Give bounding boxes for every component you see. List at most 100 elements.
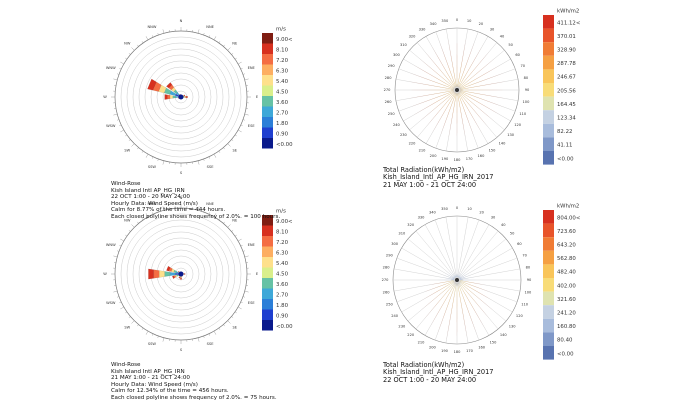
radiation-rose-2-angle-label: 110 [521,303,529,307]
radiation-rose-1-legend-swatch [543,96,554,111]
radiation-rose-2-petal [437,276,455,280]
radiation-rose-1-legend-label: 328.90 [557,48,576,54]
wind-rose-2-tick [218,327,221,330]
radiation-rose-2-angle-label: 170 [466,349,474,353]
wind-rose-1-tick [141,41,144,44]
radiation-rose-1-angle-label: 20 [479,22,484,26]
radiation-rose-1-angle-label: 50 [508,43,513,47]
wind-rose-2-tick [231,316,234,318]
wind-rose-2-ring [132,225,230,323]
radiation-rose-2-legend-swatch [543,264,554,278]
radiation-rose-1-angle-label: 180 [454,158,462,162]
radiation-rose-1-angle-label: 260 [385,100,393,104]
wind-rose-1-tick [218,41,221,44]
wind-rose-1-tick [234,134,237,137]
radiation-rose-2-angle-label: 20 [479,210,484,214]
radiation-rose-1-petal [459,81,508,90]
wind-rose-1-tick [119,68,122,70]
wind-rose-1-tick [244,78,249,81]
radiation-rose-2-angle-label: 130 [509,324,517,328]
wind-rose-1-petal [173,89,178,94]
wind-rose-1-title: Wind-Rose [111,181,141,187]
radiation-rose-1-petal [459,91,501,116]
radiation-rose-1-angle-label: 40 [500,34,505,38]
wind-rose-1-legend-label: 5.40 [276,79,289,85]
wind-rose-1-petal [186,95,188,99]
radiation-rose-2-angle-label: 260 [383,291,391,295]
radiation-rose-2-petal [457,282,478,335]
wind-rose-1-petal [169,90,177,96]
radiation-rose-2-angle-label: 200 [429,346,437,350]
wind-rose-2-tick [213,331,217,335]
wind-rose-1-tick [125,57,128,60]
radiation-rose-1-legend-label: 287.78 [557,61,576,67]
radiation-rose-1-petal [418,91,455,123]
radiation-rose-1-petal [425,92,456,129]
wind-rose-1-tick [203,158,205,161]
wind-rose-2-tick [113,255,118,258]
wind-rose-1-tick [131,143,135,147]
wind-rose-2-legend-swatch [262,225,273,236]
radiation-rose-2-legend-swatch [543,278,554,292]
radiation-rose-2-spoke-line [456,224,490,281]
radiation-rose-1-angle-label: 70 [520,64,525,68]
radiation-rose-1-angle-label: 90 [525,88,530,92]
radiation-rose-2-petal [449,271,456,278]
radiation-rose-1-petal [448,92,457,139]
radiation-rose-1-petal [407,90,455,99]
wind-rose-1-tick [117,119,120,121]
radiation-rose-2-petal [457,271,460,278]
wind-rose-2-tick [234,311,237,314]
wind-rose-2-legend-swatch [262,309,273,320]
wind-rose-2-tick [131,320,135,324]
wind-rose-2-location: Kish Island Intl AP_HG_IRN [111,368,185,375]
wind-rose-1-legend-label: 9.00< [276,37,293,43]
wind-rose-2-ring [144,237,218,311]
wind-rose-1-legend-swatch [262,127,273,138]
wind-rose-1-ring [150,66,212,128]
wind-rose-1-tick [238,129,242,133]
radiation-rose-2-spoke-line [456,219,480,281]
radiation-rose-2-legend-label: 241.20 [557,311,576,317]
wind-rose-1-tick [218,150,221,153]
wind-rose-2-tick [157,335,159,338]
radiation-rose-1-petal [423,50,456,88]
radiation-rose-1-angle-label: 290 [388,64,396,68]
wind-rose-2-tick [120,238,124,242]
wind-rose-2-direction-label: E [256,272,259,276]
wind-rose-2-direction-label: SE [232,326,237,330]
radiation-rose-1-angle-label: 60 [515,53,520,57]
radiation-rose-1-angle-label: 80 [524,76,529,80]
radiation-rose-1-angle-label: 280 [385,76,393,80]
radiation-rose-1-petal [458,44,484,88]
wind-rose-2-tick [141,218,144,221]
wind-rose-2-legend-label: 4.50 [276,271,289,277]
wind-rose-1-legend-swatch [262,85,273,96]
wind-rose-1-direction-label: ENE [248,66,256,70]
radiation-rose-1-legend-label: <0.00 [557,156,574,162]
wind-rose-2-legend-swatch [262,257,273,268]
wind-rose-2-tick [208,212,210,215]
wind-rose-1-tick [227,47,231,51]
wind-rose-2-petal [148,268,154,280]
radiation-rose-1-legend-label: 205.56 [557,88,576,94]
wind-rose-1-tick [137,44,139,47]
wind-rose-2-direction-label: SSW [148,342,157,346]
radiation-rose-2-legend-swatch [543,291,554,306]
radiation-rose-1-angle-label: 200 [430,154,438,158]
radiation-rose-2-petal [420,281,455,301]
wind-rose-2-tick [137,324,139,327]
wind-rose-1-tick [197,29,200,34]
wind-rose-1-legend-swatch [262,54,273,65]
radiation-rose-2-petal [455,272,457,278]
radiation-rose-2-legend-label: 482.40 [557,270,576,276]
radiation-rose-1-petal [459,90,505,108]
radiation-rose-2-petal [459,280,486,286]
wind-rose-2-legend-label: 5.40 [276,261,289,267]
radiation-rose-1-legend-swatch [543,123,554,138]
wind-rose-1-petal [167,94,171,100]
radiation-rose-1-angle-label: 340 [430,22,438,26]
wind-rose-2-legend-swatch [262,246,273,257]
radiation-rose-2-legend-label: 160.80 [557,324,576,330]
radiation-rose-1-legend-label: 246.67 [557,75,576,81]
